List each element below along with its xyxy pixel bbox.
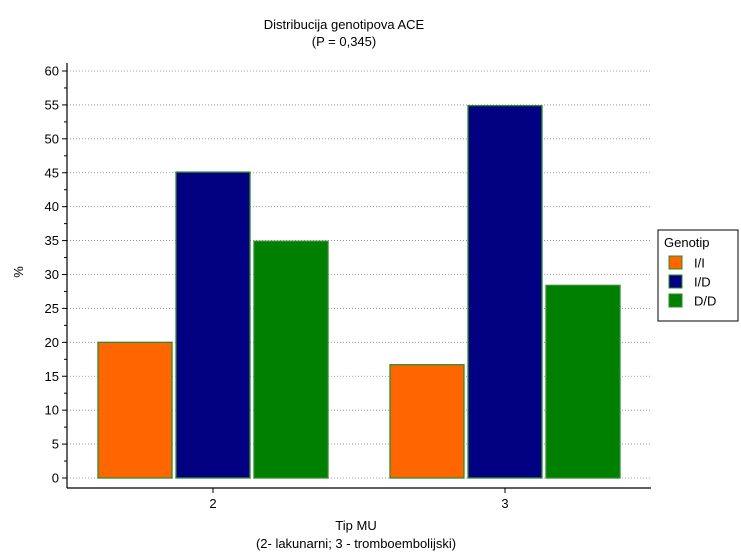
- bar-i-d-2: [175, 171, 251, 479]
- legend-label: D/D: [694, 294, 716, 309]
- legend-swatch: [668, 293, 683, 308]
- legend-swatch: [668, 255, 683, 270]
- y-tick-label: 40: [45, 199, 59, 214]
- y-tick-label: 5: [52, 437, 59, 452]
- x-tick-label: 3: [501, 496, 508, 511]
- y-tick-label: 55: [45, 97, 59, 112]
- y-tick-label: 15: [45, 369, 59, 384]
- legend-label: I/I: [694, 256, 705, 271]
- legend-label: I/D: [694, 275, 711, 290]
- y-tick-label: 0: [52, 471, 59, 486]
- y-tick-label: 30: [45, 267, 59, 282]
- bars: [97, 104, 621, 479]
- y-ticks: 0 5 10 15 20 25 30 35 40 45 50 55 60: [45, 64, 67, 486]
- bar-i-i-2: [97, 341, 173, 479]
- y-tick-label: 60: [45, 64, 59, 79]
- legend-swatch: [668, 274, 683, 289]
- bar-d-d-3: [545, 284, 621, 479]
- chart-title: Distribucija genotipova ACE: [264, 17, 425, 32]
- bar-d-d-2: [253, 240, 329, 479]
- legend: Genotip I/I I/D D/D: [657, 229, 739, 322]
- chart-subtitle: (P = 0,345): [312, 34, 376, 49]
- bar-i-d-3: [467, 104, 543, 479]
- y-tick-label: 35: [45, 233, 59, 248]
- legend-title: Genotip: [664, 235, 710, 250]
- y-tick-label: 10: [45, 403, 59, 418]
- y-tick-label: 45: [45, 165, 59, 180]
- x-tick-label: 2: [209, 496, 216, 511]
- y-tick-label: 50: [45, 131, 59, 146]
- x-axis-label: Tip MU: [335, 518, 376, 533]
- axes: [66, 63, 651, 489]
- bar-i-i-3: [389, 364, 465, 479]
- y-axis-label: %: [11, 266, 26, 278]
- y-tick-label: 25: [45, 301, 59, 316]
- x-axis-note: (2- lakunarni; 3 - tromboembolijski): [256, 536, 456, 551]
- y-tick-label: 20: [45, 335, 59, 350]
